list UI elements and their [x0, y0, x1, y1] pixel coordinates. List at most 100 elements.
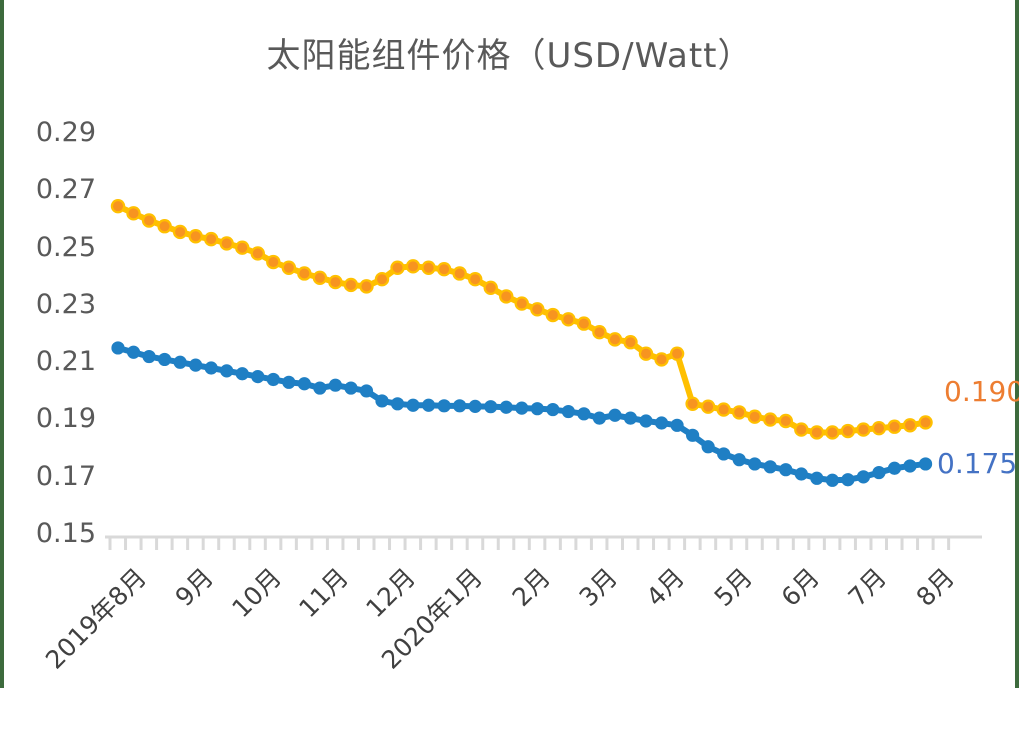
- series-data-point: [763, 460, 777, 474]
- series-data-point: [701, 440, 715, 454]
- series-data-point: [515, 401, 529, 415]
- series-data-point: [299, 268, 310, 279]
- series-data-point: [841, 473, 855, 487]
- end-label-series-1: 0.190: [944, 375, 1019, 408]
- series-data-point: [578, 318, 589, 329]
- series-line: [115, 203, 929, 436]
- y-axis-tick-label: 0.21: [35, 346, 96, 378]
- series-data-point: [672, 348, 683, 359]
- series-data-point: [873, 423, 884, 434]
- series-data-point: [485, 282, 496, 293]
- series-data-point: [516, 298, 527, 309]
- series-data-point: [344, 381, 358, 395]
- series-data-point: [470, 274, 481, 285]
- series-data-point: [423, 262, 434, 273]
- series-data-point: [779, 463, 793, 477]
- series-data-point: [406, 398, 420, 412]
- series-data-point: [313, 381, 327, 395]
- series-data-point: [577, 407, 591, 421]
- series-data-point: [377, 274, 388, 285]
- series-data-point: [173, 355, 187, 369]
- series-data-point: [748, 457, 762, 471]
- series-data-point: [717, 447, 731, 461]
- series-data-point: [734, 407, 745, 418]
- series-data-point: [361, 281, 372, 292]
- series-data-point: [608, 408, 622, 422]
- series-data-point: [856, 470, 871, 484]
- series-data-point: [190, 231, 201, 242]
- series-layer: [110, 198, 933, 487]
- y-axis-tick-label: 0.25: [35, 231, 96, 263]
- plot-area: [105, 198, 982, 550]
- series-data-point: [765, 414, 776, 425]
- series-data-point: [625, 337, 636, 348]
- series-data-point: [842, 426, 853, 437]
- series-data-point: [532, 304, 543, 315]
- series-data-point: [872, 465, 886, 480]
- series-data-point: [623, 411, 638, 425]
- series-data-point: [126, 345, 141, 359]
- y-axis-tick-label: 0.17: [35, 460, 96, 492]
- series-data-point: [297, 377, 311, 391]
- series-data-point: [128, 208, 139, 219]
- series-data-point: [594, 327, 605, 338]
- y-axis-tick-label: 0.23: [35, 288, 96, 320]
- series-data-point: [157, 352, 172, 367]
- series-data-point: [235, 367, 249, 381]
- series-data-point: [687, 398, 698, 409]
- series-data-point: [484, 400, 498, 414]
- series-data-point: [439, 264, 450, 275]
- end-label-series-2: 0.175: [937, 447, 1018, 480]
- series-data-point: [858, 424, 869, 435]
- series-data-point: [499, 400, 513, 414]
- series-data-point: [468, 399, 482, 413]
- series-data-point: [221, 238, 232, 249]
- series-data-point: [903, 459, 917, 473]
- series-data-point: [501, 291, 512, 302]
- series-data-point: [392, 262, 403, 273]
- series-data-point: [794, 467, 808, 481]
- series-data-point: [641, 348, 652, 359]
- series-data-point: [345, 279, 356, 290]
- series-data-point: [268, 257, 279, 268]
- series-data-point: [422, 398, 436, 412]
- series-data-point: [703, 401, 714, 412]
- series-data-point: [905, 420, 916, 431]
- series-data-point: [810, 471, 824, 485]
- series-data-point: [639, 414, 653, 428]
- series-data-point: [189, 358, 203, 372]
- series-data-point: [887, 461, 902, 475]
- series-data-point: [111, 341, 125, 355]
- series-data-point: [561, 404, 575, 419]
- series-data-point: [283, 262, 294, 273]
- series-data-point: [530, 402, 544, 416]
- series-data-point: [175, 226, 186, 237]
- series-data-point: [113, 201, 123, 212]
- series-data-point: [718, 404, 729, 415]
- series-data-point: [654, 416, 669, 430]
- series-data-point: [825, 473, 839, 487]
- series-data-point: [282, 375, 296, 389]
- series-data-point: [159, 221, 170, 232]
- series-data-point: [328, 378, 343, 392]
- series-data-point: [144, 215, 155, 226]
- series-data-point: [920, 417, 931, 428]
- chart-frame: 太阳能组件价格（USD/Watt） 0.29 0.27 0.25 0.23 0.21 0.…: [0, 0, 1019, 688]
- series-data-point: [796, 424, 807, 435]
- series-data-point: [686, 428, 700, 442]
- series-data-point: [563, 314, 574, 325]
- y-axis-tick-label: 0.29: [35, 117, 96, 148]
- series-data-point: [330, 277, 341, 288]
- series-data-point: [780, 415, 791, 426]
- series-data-point: [749, 411, 760, 422]
- series-data-point: [453, 399, 467, 413]
- series-data-point: [609, 334, 620, 345]
- series-data-point: [918, 457, 933, 471]
- series-data-point: [732, 453, 746, 467]
- series-data-point: [811, 427, 822, 438]
- series-data-point: [204, 361, 218, 375]
- y-axis-tick-label: 0.15: [35, 518, 96, 549]
- chart-title: 太阳能组件价格（USD/Watt）: [266, 36, 753, 76]
- series-data-point: [656, 354, 667, 365]
- series-data-point: [266, 372, 280, 387]
